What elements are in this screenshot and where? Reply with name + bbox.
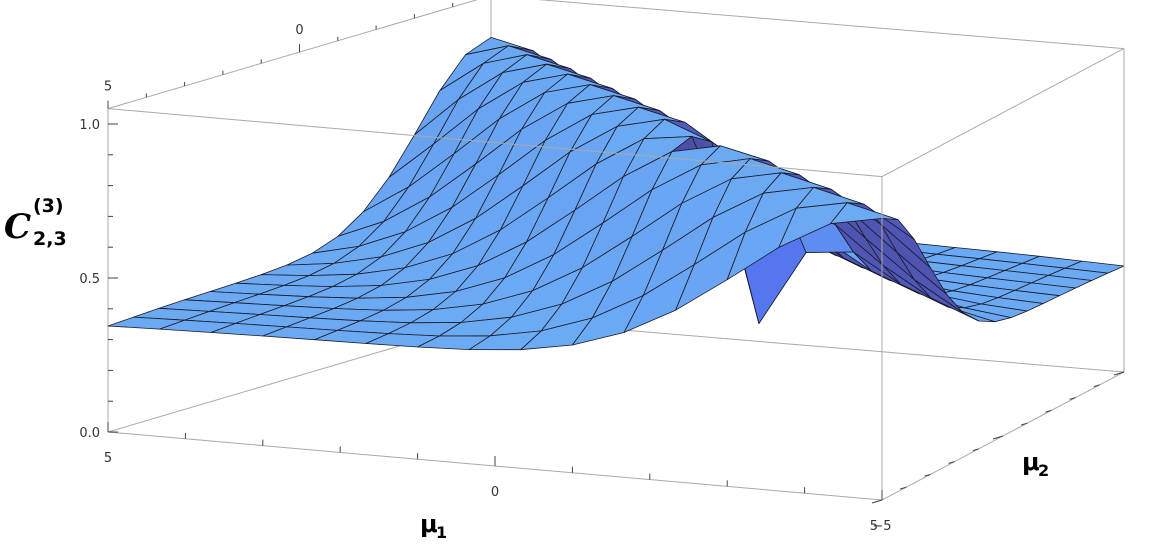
z-tick-label: 1.0	[79, 118, 100, 133]
mu2-tick	[992, 435, 1004, 440]
z-tick-label: 0.0	[79, 426, 100, 441]
mu1-tick-label: 5	[104, 451, 112, 466]
box-edge-right-top	[881, 48, 1125, 178]
box-edge-front-top	[107, 108, 883, 178]
box-edge-back-top	[537, 0, 1125, 50]
mu2-tick	[1045, 409, 1052, 413]
mu2-tick-label: 5	[870, 519, 878, 534]
top-edge-tick-label: 5	[104, 80, 112, 95]
mu2-tick	[900, 486, 907, 490]
mu1-tick-label: 0	[491, 485, 499, 500]
surface-mesh	[107, 37, 1125, 351]
mu2-tick	[972, 448, 979, 452]
mu1-axis-label: μ	[420, 510, 438, 538]
mu2-tick	[948, 461, 955, 464]
mu2-tick	[871, 499, 883, 504]
z-tick-label: 0.5	[79, 272, 100, 287]
mu2-axis-label-subscript: 2	[1038, 461, 1049, 480]
z-axis-label-subscript: 2,3	[33, 228, 67, 250]
mu1-axis-label-subscript: 1	[436, 523, 447, 542]
top-edge-tick-label: 0	[295, 23, 303, 38]
mu2-tick	[1113, 371, 1125, 376]
mu2-tick	[924, 473, 931, 477]
mu2-tick	[1021, 422, 1028, 426]
mu2-tick	[1069, 397, 1076, 400]
z-axis-label: C	[4, 207, 31, 247]
mu2-axis-label: μ	[1022, 448, 1040, 476]
z-axis-label-superscript: (3)	[33, 195, 64, 217]
mu1-tick-label: −5	[872, 519, 891, 534]
surface-patch	[830, 202, 899, 225]
mu2-tick	[1093, 384, 1100, 388]
axis-ticks: 50−550.00.51.050−5	[79, 2, 1125, 534]
box-edge-top-left	[107, 0, 478, 110]
